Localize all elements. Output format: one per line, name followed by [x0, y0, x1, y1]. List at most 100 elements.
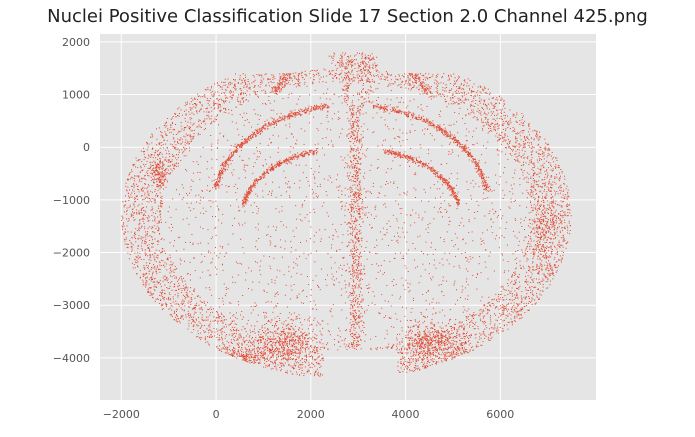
data-point: [522, 117, 523, 118]
data-point: [498, 134, 500, 136]
data-point: [509, 142, 511, 144]
data-point: [512, 145, 514, 147]
data-point: [200, 102, 201, 104]
data-point: [547, 272, 549, 274]
data-point: [239, 262, 241, 264]
data-point: [134, 219, 136, 220]
data-point: [556, 228, 558, 230]
data-point: [160, 203, 162, 205]
data-point: [292, 147, 294, 149]
data-point: [529, 134, 530, 136]
data-point: [441, 337, 443, 338]
data-point: [169, 162, 171, 163]
data-point: [371, 214, 372, 216]
data-point: [545, 277, 547, 279]
data-point: [183, 128, 185, 130]
data-point: [524, 305, 526, 307]
data-point: [532, 281, 534, 283]
data-point: [363, 123, 365, 125]
data-point: [254, 129, 256, 131]
data-point: [442, 89, 444, 91]
data-point: [253, 76, 255, 78]
data-point: [262, 356, 264, 358]
data-point: [216, 328, 218, 330]
data-point: [337, 349, 339, 351]
data-point: [564, 198, 566, 200]
data-point: [554, 194, 556, 196]
data-point: [137, 238, 139, 240]
data-point: [508, 138, 509, 140]
data-point: [481, 345, 483, 346]
data-point: [500, 293, 502, 295]
data-point: [226, 333, 227, 335]
data-point: [161, 200, 163, 202]
data-point: [524, 298, 526, 300]
data-point: [213, 93, 215, 95]
data-point: [440, 284, 442, 285]
data-point: [144, 236, 146, 238]
data-point: [351, 126, 353, 128]
data-point: [275, 305, 277, 307]
data-point: [546, 191, 548, 193]
data-point: [463, 327, 464, 329]
data-point: [147, 142, 149, 144]
data-point: [447, 346, 449, 348]
data-point: [533, 139, 535, 141]
data-point: [541, 204, 542, 206]
data-point: [151, 174, 153, 176]
data-point: [370, 347, 372, 349]
data-point: [533, 129, 535, 131]
data-point: [375, 348, 377, 349]
data-point: [429, 222, 431, 224]
data-point: [265, 301, 267, 303]
data-point: [507, 135, 509, 137]
data-point: [285, 177, 287, 179]
data-point: [201, 325, 203, 327]
data-point: [262, 190, 264, 192]
data-point: [346, 75, 348, 77]
data-point: [458, 225, 460, 226]
data-point: [132, 208, 134, 210]
data-point: [207, 316, 209, 318]
data-point: [409, 283, 411, 285]
data-point: [271, 87, 273, 88]
data-point: [528, 125, 530, 127]
data-point: [232, 225, 233, 226]
data-point: [320, 365, 322, 367]
data-point: [138, 160, 140, 162]
data-point: [537, 201, 539, 203]
data-point: [274, 78, 276, 80]
data-point: [535, 227, 537, 229]
data-point: [218, 94, 220, 96]
data-point: [512, 299, 514, 301]
data-point: [164, 126, 166, 128]
data-point: [449, 252, 451, 254]
data-point: [544, 255, 546, 257]
data-point: [547, 174, 549, 176]
data-point: [522, 174, 524, 176]
data-point: [163, 139, 165, 141]
data-point: [531, 292, 533, 294]
data-point: [407, 366, 409, 368]
data-point: [413, 358, 415, 360]
data-point: [159, 179, 161, 181]
data-point: [427, 360, 429, 362]
data-point: [302, 76, 304, 78]
data-point: [535, 286, 537, 288]
data-point: [537, 272, 539, 274]
data-point: [261, 355, 263, 357]
data-point: [257, 359, 258, 361]
data-point: [526, 293, 528, 295]
data-point: [547, 220, 549, 222]
data-point: [170, 118, 172, 120]
data-point: [257, 210, 259, 212]
data-point: [511, 307, 513, 309]
data-point: [148, 248, 150, 249]
data-point: [463, 102, 465, 104]
data-point: [354, 55, 355, 57]
data-point: [238, 345, 240, 347]
data-point: [415, 362, 417, 364]
data-point: [189, 107, 191, 108]
data-point: [271, 74, 273, 76]
data-point: [297, 84, 299, 86]
